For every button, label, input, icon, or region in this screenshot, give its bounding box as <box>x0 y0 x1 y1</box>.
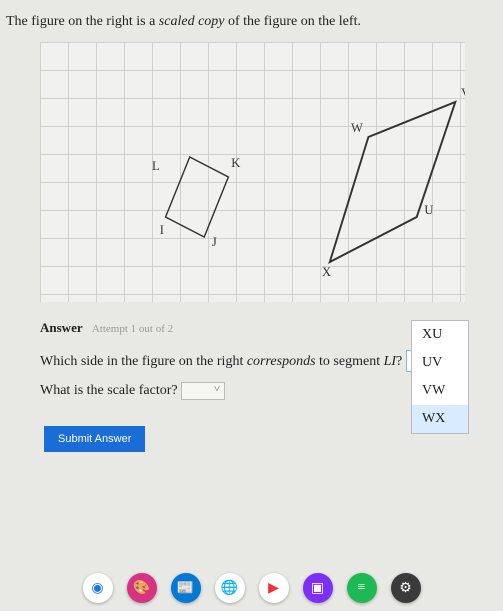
palette-icon[interactable]: 🎨 <box>127 573 157 603</box>
dropdown-option[interactable]: UV <box>412 349 468 377</box>
news-icon[interactable]: 📰 <box>171 573 201 603</box>
spotify-icon[interactable]: ≡ <box>347 573 377 603</box>
labels-large: W V U X <box>322 86 465 279</box>
dropdown-option[interactable]: XU <box>412 321 468 349</box>
quad-small <box>166 157 229 237</box>
dropdown-option[interactable]: VW <box>412 377 468 405</box>
dropdown-menu[interactable]: XUUVVWWX <box>411 320 469 434</box>
quad-large <box>330 102 456 262</box>
svg-text:L: L <box>152 159 160 173</box>
attempt-text: Attempt 1 out of 2 <box>92 323 173 335</box>
chrome-icon[interactable]: ◉ <box>83 573 113 603</box>
labels-small: L K J I <box>152 156 241 249</box>
submit-button[interactable]: Submit Answer <box>44 426 145 452</box>
svg-text:X: X <box>322 265 331 279</box>
taskbar: ◉ 🎨 📰 🌐 ▶ ▣ ≡ ⚙ <box>0 573 503 603</box>
svg-text:J: J <box>212 235 217 249</box>
app-icon[interactable]: ▣ <box>303 573 333 603</box>
svg-text:U: U <box>424 203 433 217</box>
settings-icon[interactable]: ⚙ <box>391 573 421 603</box>
svg-text:K: K <box>231 156 241 170</box>
scale-select[interactable] <box>181 382 225 400</box>
play-icon[interactable]: ▶ <box>259 573 289 603</box>
answer-label: Answer <box>40 320 83 335</box>
dropdown-option[interactable]: WX <box>412 405 468 433</box>
svg-text:V: V <box>461 86 465 100</box>
figure-area: L K J I W V U X <box>40 42 465 302</box>
svg-text:I: I <box>160 223 164 237</box>
edge-icon[interactable]: 🌐 <box>215 573 245 603</box>
shapes-svg: L K J I W V U X <box>40 42 465 302</box>
prompt-text: The figure on the right is a scaled copy… <box>6 14 483 30</box>
svg-text:W: W <box>351 121 364 135</box>
